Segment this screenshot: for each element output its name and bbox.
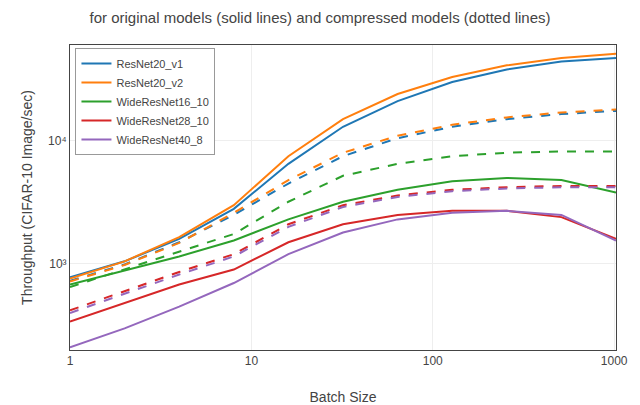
svg-text:Throughput (CIFAR-10 Image/sec: Throughput (CIFAR-10 Image/sec) xyxy=(19,90,35,305)
svg-text:WideResNet16_10: WideResNet16_10 xyxy=(116,96,208,108)
svg-text:100: 100 xyxy=(423,354,443,368)
svg-text:ResNet20_v1: ResNet20_v1 xyxy=(116,58,183,70)
svg-text:10: 10 xyxy=(245,354,259,368)
svg-text:10⁴: 10⁴ xyxy=(48,134,67,148)
svg-text:1: 1 xyxy=(67,354,74,368)
svg-text:ResNet20_v2: ResNet20_v2 xyxy=(116,77,183,89)
svg-text:10³: 10³ xyxy=(49,257,66,271)
svg-text:WideResNet40_8: WideResNet40_8 xyxy=(116,134,202,146)
svg-text:WideResNet28_10: WideResNet28_10 xyxy=(116,115,208,127)
svg-text:Batch Size: Batch Size xyxy=(310,389,377,405)
svg-text:1000: 1000 xyxy=(601,354,628,368)
svg-text:for original models (solid lin: for original models (solid lines) and co… xyxy=(89,9,550,26)
